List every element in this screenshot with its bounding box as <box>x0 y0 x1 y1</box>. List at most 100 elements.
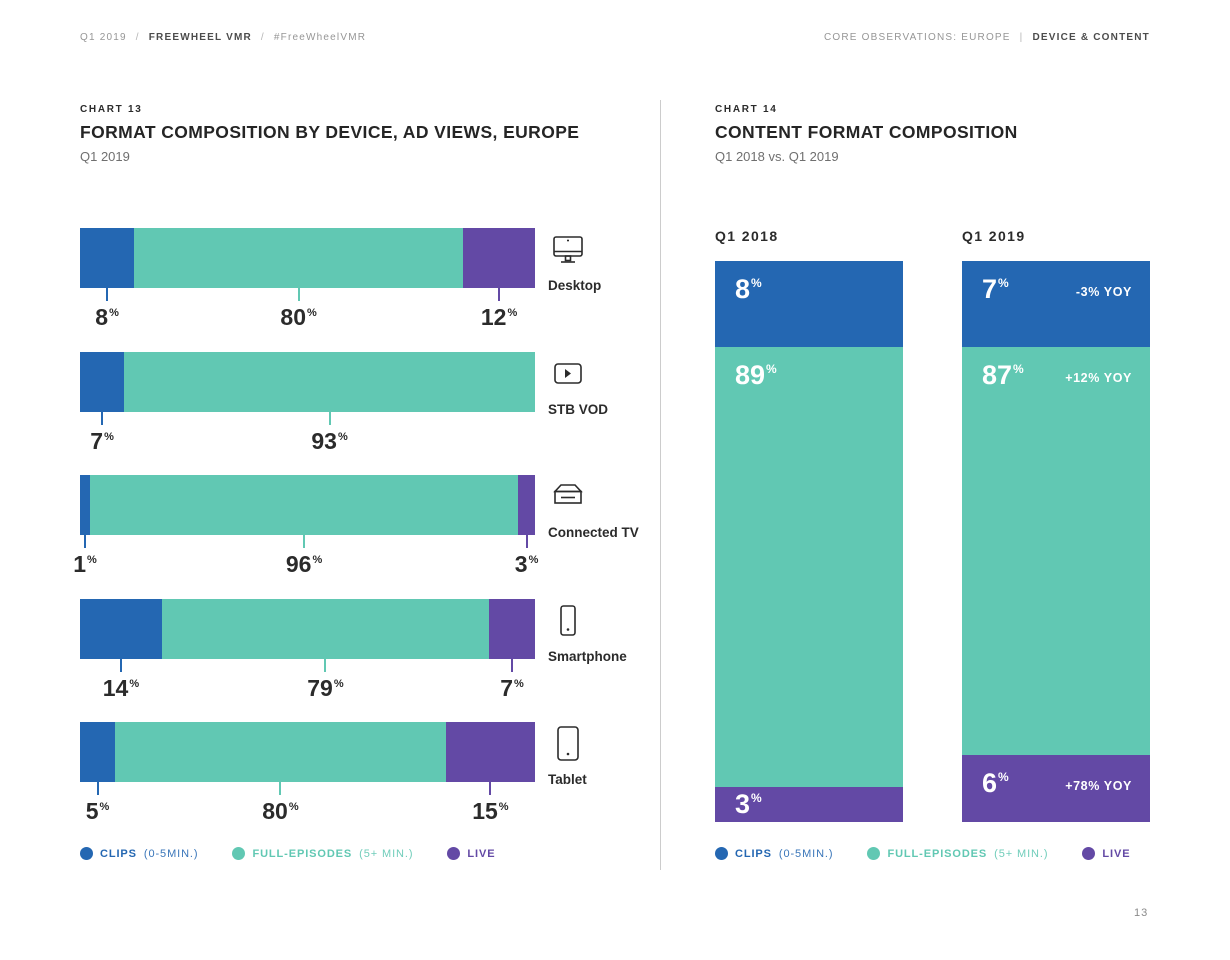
bar-segment-live <box>445 722 535 782</box>
segment-value-label: 96% <box>285 551 323 577</box>
bar-segment-clips <box>80 475 90 535</box>
tick-mark <box>119 658 122 672</box>
bar-segment-clips <box>80 598 162 659</box>
segment-value-label: 8% <box>95 304 119 330</box>
bar-segment-full_episodes <box>124 351 535 412</box>
chart-14-legend: CLIPS (0-5MIN.) FULL-EPISODES (5+ MIN.) LIVE <box>715 847 1130 860</box>
percent-sign: % <box>498 801 509 813</box>
percent-sign: % <box>751 276 762 290</box>
percent-sign: % <box>1013 361 1024 376</box>
bar-segment-clips <box>80 228 135 288</box>
chart-14-label: CHART 14 <box>715 104 778 115</box>
tick-mark <box>489 782 492 795</box>
segment-value-label: 15% <box>472 798 509 824</box>
chart-13: CHART 13 FORMAT COMPOSITION BY DEVICE, A… <box>73 104 670 846</box>
legend-label: FULL-EPISODES <box>252 847 353 860</box>
segment-value-label: 89% <box>735 359 777 390</box>
tick-mark <box>303 535 306 548</box>
bar-value-cell: 80% <box>134 288 463 329</box>
chart-13-title: FORMAT COMPOSITION BY DEVICE, AD VIEWS, … <box>80 122 580 142</box>
bar-segment-full_episodes <box>161 598 490 659</box>
legend-item-full-episodes: FULL-EPISODES (5+ MIN.) <box>867 847 1048 860</box>
stacked-column: 7% -3% YOY 87% +12% YOY 6% +78% YOY <box>962 261 1150 822</box>
header-quarter: Q1 2019 <box>80 32 127 43</box>
percent-sign: % <box>514 677 524 690</box>
chart-14-title: CONTENT FORMAT COMPOSITION <box>715 122 1018 142</box>
header-separator: / <box>260 32 265 43</box>
bar-value-cell: 93% <box>124 411 535 453</box>
stacked-bar <box>80 598 535 659</box>
bar-value-cell: 15% <box>446 782 535 823</box>
bar-segment-clips <box>80 722 116 782</box>
bar-value-labels: 14% 79% 7% <box>80 658 535 701</box>
device-block: Connected TV <box>548 477 678 540</box>
bar-segment-clips: 7% -3% YOY <box>962 261 1150 347</box>
header-section: CORE OBSERVATIONS: EUROPE <box>823 32 1011 43</box>
segment-value-label: 7% <box>500 674 524 701</box>
stacked-bar <box>80 475 535 535</box>
device-label: Smartphone <box>548 648 627 664</box>
header-hashtag: #FreeWheelVMR <box>273 32 367 43</box>
percent-sign: % <box>288 801 299 813</box>
segment-value-label: 8% <box>735 274 762 304</box>
bar-segment-full_episodes <box>134 228 464 288</box>
tick-mark <box>525 535 528 548</box>
tick-mark <box>96 782 99 795</box>
bar-value-labels: 1% 96% 3% <box>73 535 538 576</box>
percent-sign: % <box>109 307 119 319</box>
segment-value-label: 6% <box>982 767 1009 798</box>
segment-value-label: 80% <box>262 798 299 824</box>
year-column: Q1 2018 8% 89% 3% <box>715 228 903 822</box>
chart-14: CHART 14 CONTENT FORMAT COMPOSITION Q1 2… <box>715 104 1160 822</box>
bar-value-cell: 8% <box>80 288 134 329</box>
bar-value-cell: 96% <box>90 535 518 576</box>
bar-segment-clips: 8% <box>715 261 903 347</box>
segment-value-label: 14% <box>102 674 140 701</box>
device-block: Tablet <box>548 724 678 787</box>
bar-value-cell: 12% <box>463 288 535 329</box>
yoy-annotation: -3% YOY <box>1075 285 1132 299</box>
connected-tv-icon <box>548 477 678 517</box>
stacked-bar <box>80 228 535 288</box>
bar-value-cell: 80% <box>115 782 446 823</box>
header-left: Q1 2019 / FREEWHEEL VMR / #FreeWheelVMR <box>80 32 366 43</box>
tick-mark <box>511 658 513 672</box>
legend-item-clips: CLIPS (0-5MIN.) <box>80 847 198 860</box>
percent-sign: % <box>307 307 317 319</box>
legend-detail: (0-5MIN.) <box>143 847 199 860</box>
bar-segment-full_episodes <box>115 722 446 782</box>
bar-value-cell: 5% <box>80 782 115 823</box>
percent-sign: % <box>998 769 1009 784</box>
header-right: CORE OBSERVATIONS: EUROPE | DEVICE & CON… <box>824 32 1150 43</box>
bar-value-cell: 79% <box>162 658 489 701</box>
segment-value-label: 79% <box>307 674 344 701</box>
tick-mark <box>101 411 104 425</box>
tick-mark <box>84 535 86 548</box>
legend-dot-clips <box>715 847 728 860</box>
segment-value-label: 7% <box>90 427 114 454</box>
page-number: 13 <box>1134 907 1149 919</box>
device-row: 7% 93% STB VOD <box>80 351 670 476</box>
percent-sign: % <box>528 554 539 566</box>
bar-value-cell: 3% <box>515 535 538 576</box>
legend-dot-clips <box>80 847 93 860</box>
vertical-divider <box>660 100 661 870</box>
device-block: Smartphone <box>548 601 678 664</box>
stacked-column: 8% 89% 3% <box>715 261 903 822</box>
header-subsection: DEVICE & CONTENT <box>1032 32 1150 43</box>
percent-sign: % <box>337 430 348 443</box>
chart-13-subtitle: Q1 2019 <box>80 149 130 164</box>
percent-sign: % <box>751 790 762 805</box>
tick-mark <box>297 288 300 301</box>
bar-segment-full_episodes: 87% +12% YOY <box>962 346 1150 755</box>
legend-item-live: LIVE <box>447 847 495 860</box>
legend-label: LIVE <box>1102 847 1131 860</box>
legend-label: FULL-EPISODES <box>887 847 988 860</box>
segment-value-label: 12% <box>480 304 518 330</box>
tick-mark <box>279 782 282 795</box>
bar-segment-full_episodes: 89% <box>715 346 903 787</box>
segment-value-label: 87% <box>982 359 1024 390</box>
stacked-bar <box>80 722 535 782</box>
bar-segment-live: 6% +78% YOY <box>962 754 1150 822</box>
legend-item-clips: CLIPS (0-5MIN.) <box>715 847 833 860</box>
